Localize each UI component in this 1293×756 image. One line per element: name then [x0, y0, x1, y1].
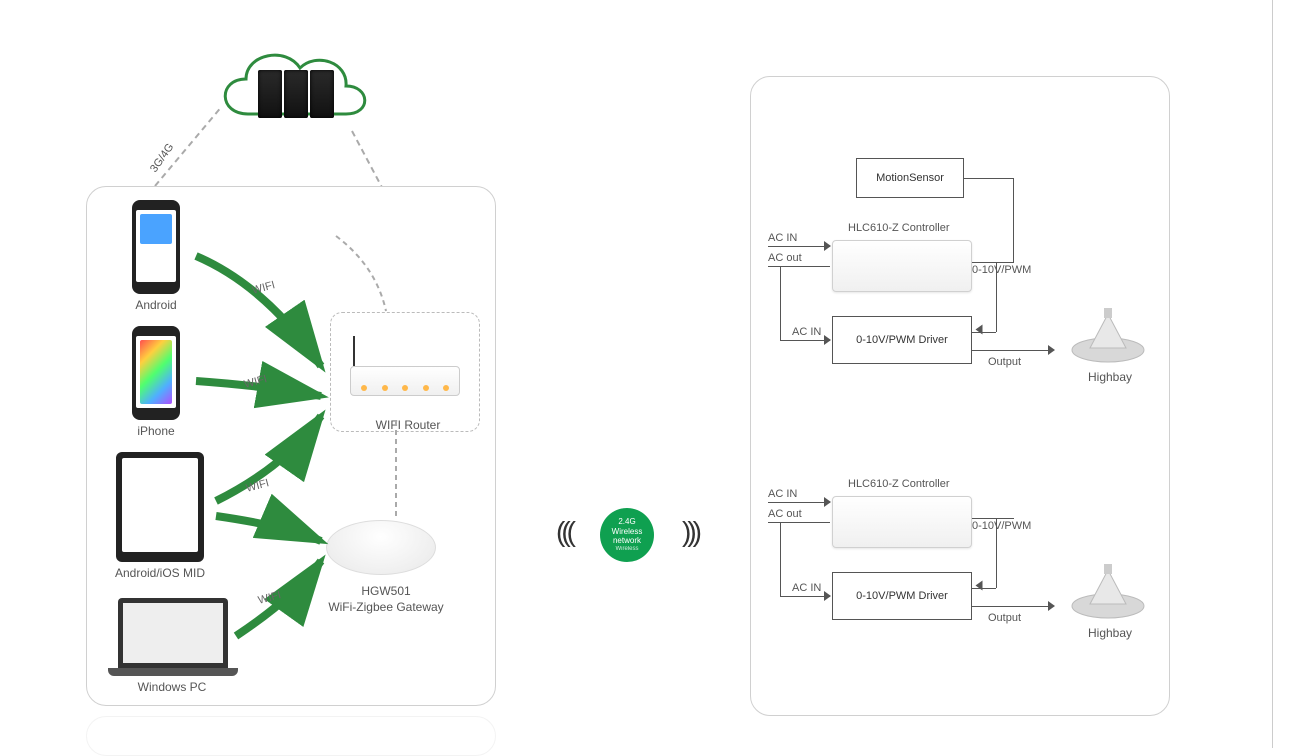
driver2-box: 0-10V/PWM Driver: [832, 572, 972, 620]
page-divider: [1272, 0, 1273, 748]
label-3g4g: 3G/4G: [148, 141, 176, 174]
highbay1-label: Highbay: [1080, 370, 1140, 384]
laptop-icon: [118, 598, 228, 668]
controller2-box: [832, 496, 972, 548]
u1-out-line: [972, 350, 1052, 351]
motion-sensor-box: MotionSensor: [856, 158, 964, 198]
u1-signal: 0-10V/PWM: [972, 264, 1031, 276]
gateway-label-2: WiFi-Zigbee Gateway: [316, 600, 456, 614]
highbay1-icon: [1068, 308, 1148, 358]
gateway-label-1: HGW501: [336, 584, 436, 598]
u1-loop-h: [780, 340, 830, 341]
u2-out-arrow: [1048, 601, 1055, 611]
cloud-servers-icon: [258, 70, 334, 118]
line-sensor-h: [964, 178, 1014, 179]
u1-sig-arrow: [976, 325, 983, 335]
u2-sig-h: [972, 518, 1014, 519]
u1-sig-v: [996, 262, 997, 332]
u2-signal: 0-10V/PWM: [972, 520, 1031, 532]
controller2-title: HLC610-Z Controller: [848, 478, 949, 490]
iphone-icon: [132, 326, 180, 420]
highbay2-label: Highbay: [1080, 626, 1140, 640]
wireless-line1: 2.4G: [618, 517, 635, 527]
controller1-title: HLC610-Z Controller: [848, 222, 949, 234]
u2-sig-v: [996, 518, 997, 588]
pc-label: Windows PC: [116, 680, 228, 694]
u2-acin: AC IN: [768, 488, 797, 500]
wifi-router-icon: [350, 366, 460, 396]
highbay2-icon: [1068, 564, 1148, 614]
router-antenna: [353, 336, 355, 366]
u1-acout-line: [768, 266, 830, 267]
u2-acout: AC out: [768, 508, 802, 520]
line-sensor-v: [1013, 178, 1014, 262]
iphone-label: iPhone: [120, 424, 192, 438]
u1-out-arrow: [1048, 345, 1055, 355]
u1-acin-line: [768, 246, 830, 247]
driver1-label: 0-10V/PWM Driver: [856, 334, 948, 346]
android-label: Android: [120, 298, 192, 312]
wireless-network-icon: ((( 2.4G Wireless network Wireless ))): [562, 500, 692, 570]
u1-output: Output: [988, 356, 1021, 368]
faded-panel: [86, 716, 496, 756]
u2-out-line: [972, 606, 1052, 607]
router-label: WIFI Router: [368, 418, 448, 432]
android-phone-icon: [132, 200, 180, 294]
u1-acin-arrow: [824, 241, 831, 251]
motion-sensor-label: MotionSensor: [876, 172, 944, 184]
driver1-box: 0-10V/PWM Driver: [832, 316, 972, 364]
u2-output: Output: [988, 612, 1021, 624]
u1-loop-arrow: [824, 335, 831, 345]
wireless-line2: Wireless: [612, 527, 643, 537]
u1-acout: AC out: [768, 252, 802, 264]
controller1-box: [832, 240, 972, 292]
laptop-base: [108, 668, 238, 676]
u2-acin-line: [768, 502, 830, 503]
u2-acin-arrow: [824, 497, 831, 507]
wireless-line3: network: [613, 536, 641, 546]
tablet-icon: [116, 452, 204, 562]
u1-acin: AC IN: [768, 232, 797, 244]
u1-loop-v1: [780, 266, 781, 340]
u2-acout-line: [768, 522, 830, 523]
tablet-label: Android/iOS MID: [104, 566, 216, 580]
u1-driver-acin: AC IN: [792, 326, 821, 338]
gateway-icon: [326, 520, 436, 575]
u2-sig-arrow: [976, 581, 983, 591]
u2-loop-h: [780, 596, 830, 597]
wireless-line4: Wireless: [615, 546, 638, 553]
u2-loop-arrow: [824, 591, 831, 601]
driver2-label: 0-10V/PWM Driver: [856, 590, 948, 602]
u2-loop-v1: [780, 522, 781, 596]
u2-driver-acin: AC IN: [792, 582, 821, 594]
u1-sig-h: [972, 262, 1014, 263]
